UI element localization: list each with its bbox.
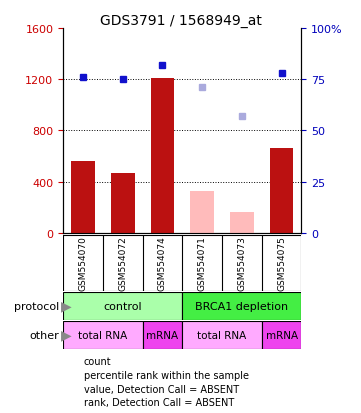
Text: GSM554071: GSM554071 <box>198 236 206 291</box>
Bar <box>270 149 293 233</box>
Text: GSM554074: GSM554074 <box>158 236 167 291</box>
Bar <box>63 292 182 320</box>
Bar <box>63 321 143 349</box>
Text: GDS3791 / 1568949_at: GDS3791 / 1568949_at <box>100 14 261 28</box>
Text: protocol: protocol <box>14 301 60 311</box>
Bar <box>230 213 254 233</box>
Bar <box>143 321 182 349</box>
Text: ▶: ▶ <box>61 299 72 313</box>
Bar <box>262 321 301 349</box>
Bar <box>182 321 262 349</box>
Bar <box>190 191 214 233</box>
Bar <box>111 173 135 233</box>
Text: GSM554075: GSM554075 <box>277 236 286 291</box>
Text: GSM554073: GSM554073 <box>238 236 246 291</box>
Text: count: count <box>84 356 112 366</box>
Text: ▶: ▶ <box>61 328 72 342</box>
Bar <box>182 292 301 320</box>
Text: BRCA1 depletion: BRCA1 depletion <box>195 301 288 311</box>
Bar <box>71 162 95 233</box>
Text: rank, Detection Call = ABSENT: rank, Detection Call = ABSENT <box>84 397 234 407</box>
Text: GSM554070: GSM554070 <box>79 236 87 291</box>
Text: mRNA: mRNA <box>147 330 178 340</box>
Text: control: control <box>104 301 142 311</box>
Text: total RNA: total RNA <box>78 330 127 340</box>
Bar <box>151 79 174 233</box>
Text: value, Detection Call = ABSENT: value, Detection Call = ABSENT <box>84 384 239 394</box>
Text: GSM554072: GSM554072 <box>118 236 127 291</box>
Text: mRNA: mRNA <box>266 330 297 340</box>
Text: total RNA: total RNA <box>197 330 247 340</box>
Text: percentile rank within the sample: percentile rank within the sample <box>84 370 249 380</box>
Text: other: other <box>30 330 60 340</box>
